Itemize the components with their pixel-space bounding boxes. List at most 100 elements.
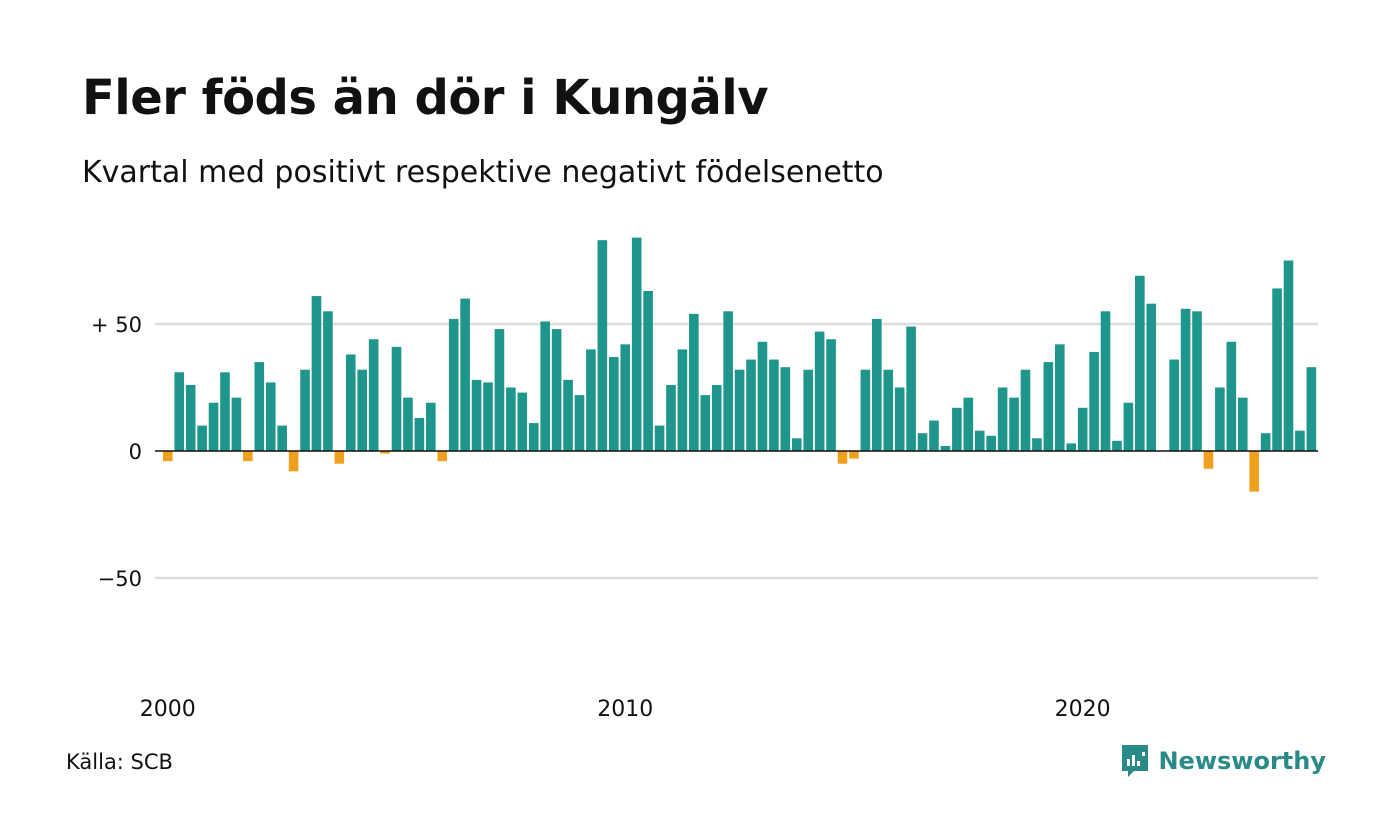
grid-lines [155,322,1318,580]
bar [1237,397,1248,451]
bars [163,237,1317,492]
bar [288,451,299,472]
bar [643,290,653,451]
bar [700,395,711,451]
bar [791,438,802,451]
bar-chart: + 50 0 −50 2000 2010 2020 [91,237,1318,722]
x-tick-label: 2000 [140,697,196,722]
bar [780,367,791,451]
bar [563,379,573,451]
bar [860,369,871,451]
bar [380,451,390,454]
bar [220,372,230,451]
bar [357,369,368,451]
bar [1180,308,1191,451]
chart-subtitle: Kvartal med positivt respektive negativt… [82,155,884,190]
bar [689,313,699,451]
bar [1203,451,1214,469]
bar [1077,407,1088,451]
bar [769,359,779,451]
bar [1089,351,1099,451]
bar [677,349,688,451]
bar [849,451,859,459]
bar [1043,362,1054,451]
bar [723,311,733,451]
bar [597,240,608,451]
bar [837,451,848,464]
bar [528,423,539,451]
bar [414,417,425,451]
bar [666,384,676,451]
bar [963,397,974,451]
newsworthy-icon [1122,745,1149,777]
chart-title: Fler föds än dör i Kungälv [82,70,769,126]
bar [814,331,825,451]
brand-name: Newsworthy [1158,747,1326,775]
bar [437,451,448,462]
bar [265,382,276,451]
bar [1054,344,1065,451]
bar [906,326,916,451]
bar [277,425,287,451]
bar [345,354,356,451]
bar [826,339,836,451]
x-tick-label: 2020 [1055,697,1111,722]
bar [631,237,642,451]
bar [1169,359,1179,451]
bar [368,339,379,451]
bar [586,349,596,451]
bar [403,397,413,451]
bar [734,369,745,451]
bar [311,296,322,451]
bar [940,445,951,451]
newsworthy-logo[interactable]: Newsworthy [1120,743,1326,779]
bar [746,359,756,451]
bar [551,329,562,451]
bar [997,387,1008,451]
bar [471,379,482,451]
bar [574,395,585,451]
bar [1249,451,1259,492]
bar [323,311,333,451]
bar [1146,303,1157,451]
bar [185,384,196,451]
bar [1192,311,1202,451]
bar [426,402,436,451]
bar [197,425,207,451]
bar [1020,369,1031,451]
bar [540,321,550,451]
bar [174,372,185,451]
bar [929,420,939,451]
bar [1283,260,1294,451]
bar [711,384,722,451]
bar [608,357,619,451]
bar [952,407,962,451]
bar [1295,430,1305,451]
bar [757,341,768,451]
bar [1135,275,1145,451]
bar [483,382,493,451]
bar [1032,438,1042,451]
bar [231,397,242,451]
bar [506,387,516,451]
bar [883,369,894,451]
bar [243,451,253,462]
bar [872,318,882,451]
y-tick-label: + 50 [91,313,142,337]
source-note: Källa: SCB [66,750,173,774]
bar [460,298,470,451]
bar [1272,288,1282,451]
bar [654,425,665,451]
bar [163,451,173,462]
bar [1100,311,1111,451]
bar [1009,397,1019,451]
bar [494,329,505,451]
bar [254,362,265,451]
bar [1306,367,1317,451]
bar [448,318,459,451]
bar [986,435,996,451]
bar [1215,387,1225,451]
bar [974,430,985,451]
bar [917,433,928,451]
bar [1112,440,1122,451]
